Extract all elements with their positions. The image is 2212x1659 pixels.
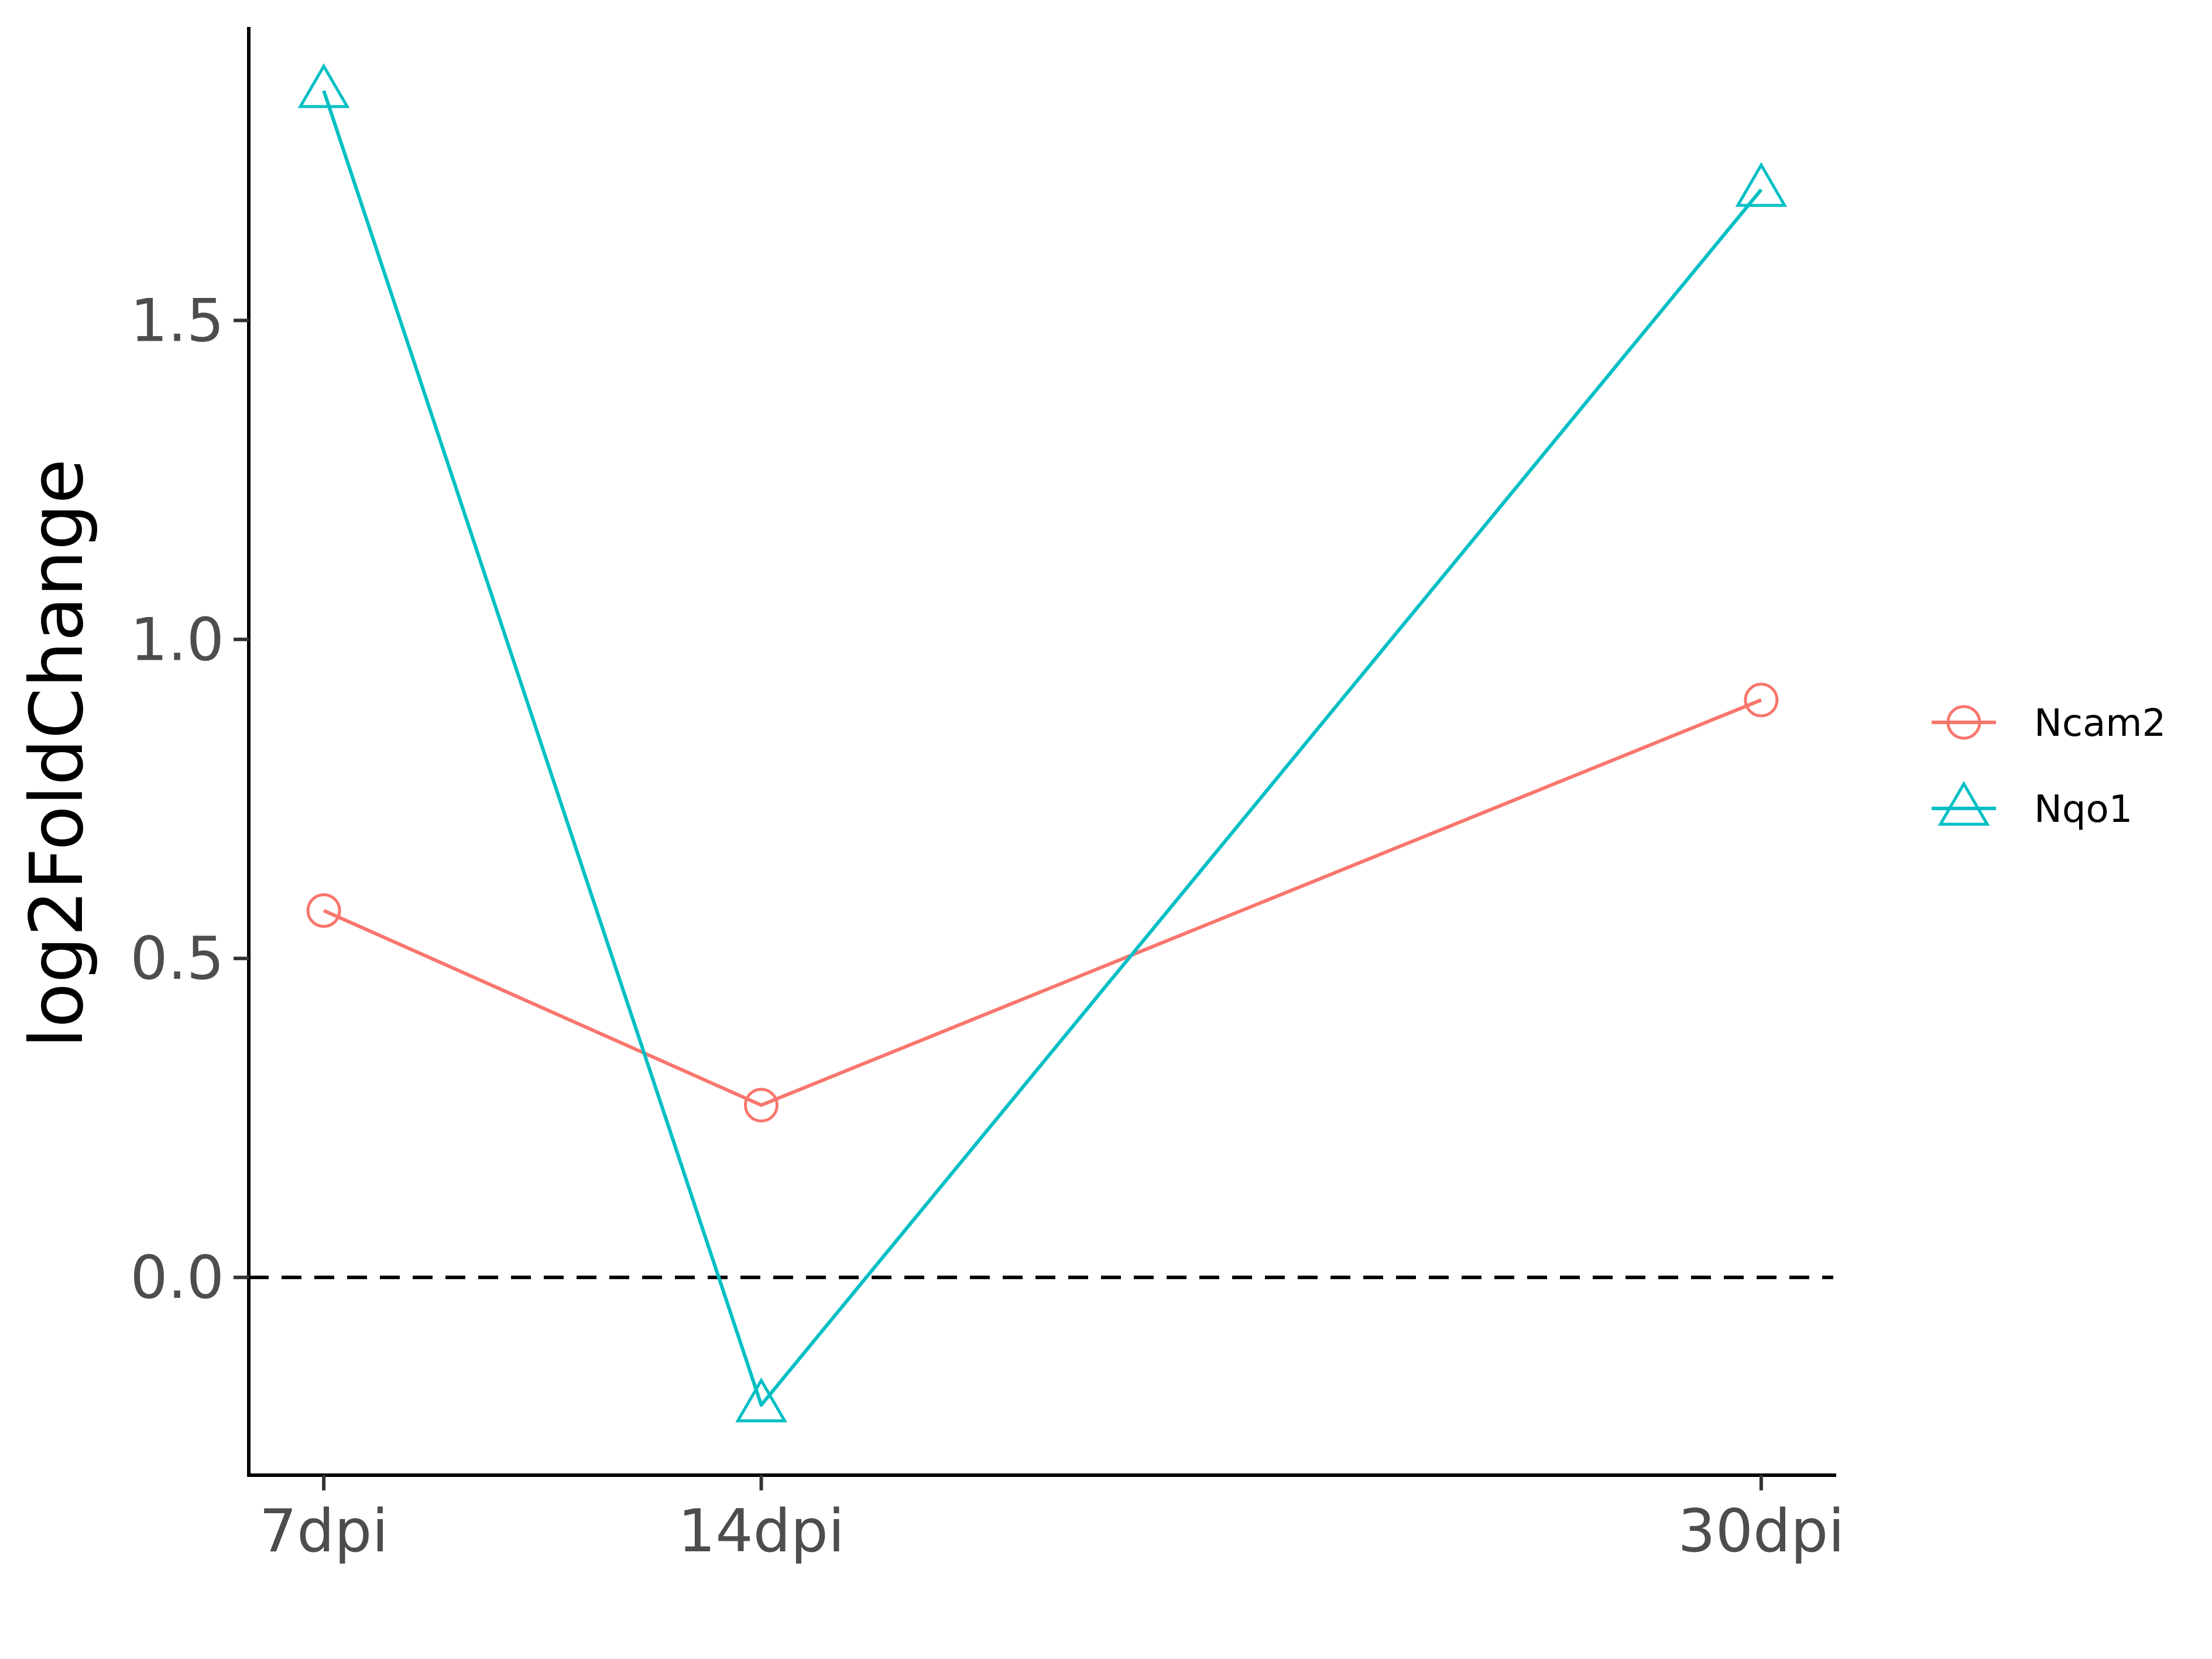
y-ticks: 0.0 0.5 1.0 1.5 <box>130 286 249 1312</box>
data-point-ncam2-7dpi <box>306 893 341 928</box>
series-line-ncam2 <box>323 698 1762 1107</box>
x-tick-label: 14dpi <box>678 1496 845 1565</box>
data-point-nqo1-30dpi <box>1735 162 1788 207</box>
data-point-ncam2-30dpi <box>1744 683 1779 718</box>
series-nqo1 <box>297 63 1788 1423</box>
legend-key-nqo1: Nqo1 <box>1932 781 2132 831</box>
x-tick-label: 7dpi <box>259 1496 389 1565</box>
y-tick-label: 1.5 <box>130 286 224 355</box>
series-layer <box>297 63 1788 1423</box>
y-axis-title: log2FoldChange <box>15 459 100 1048</box>
data-point-nqo1-14dpi <box>735 1377 787 1423</box>
series-ncam2 <box>306 683 1779 1123</box>
legend-label-nqo1: Nqo1 <box>2034 788 2132 831</box>
x-ticks: 7dpi 14dpi 30dpi <box>259 1475 1844 1565</box>
y-tick-label: 1.0 <box>130 605 224 674</box>
legend-circle-marker <box>1946 705 1981 740</box>
y-tick-label: 0.0 <box>130 1243 224 1312</box>
data-point-nqo1-7dpi <box>297 63 350 108</box>
legend-label-ncam2: Ncam2 <box>2034 702 2166 745</box>
y-tick-label: 0.5 <box>130 924 224 993</box>
data-point-ncam2-14dpi <box>744 1088 779 1123</box>
legend-key-ncam2: Ncam2 <box>1932 702 2166 745</box>
x-tick-label: 30dpi <box>1678 1496 1844 1565</box>
series-line-nqo1 <box>322 90 1763 1407</box>
legend: Ncam2 Nqo1 <box>1932 702 2166 831</box>
axes-layer <box>247 27 1836 1477</box>
legend-triangle-marker <box>1937 781 1990 826</box>
